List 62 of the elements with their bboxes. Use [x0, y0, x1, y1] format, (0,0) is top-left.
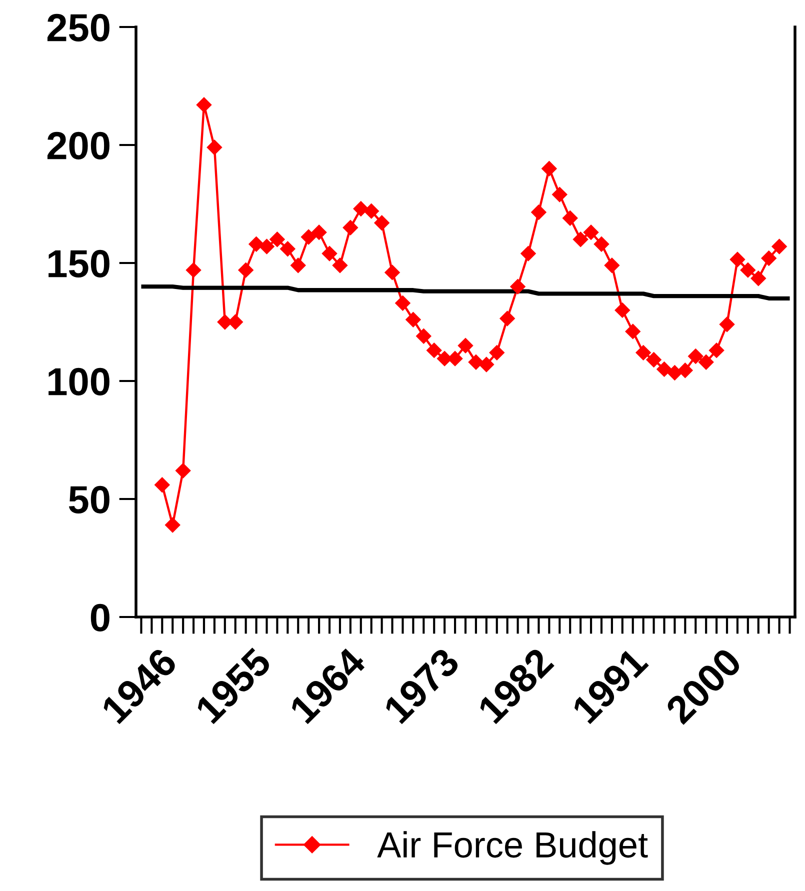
- point: [520, 246, 536, 262]
- point: [405, 312, 422, 328]
- point: [196, 97, 212, 113]
- point: [342, 220, 358, 236]
- point: [384, 264, 400, 280]
- point: [541, 160, 558, 176]
- legend-label: Air Force Budget: [377, 831, 648, 865]
- point: [248, 236, 264, 252]
- point: [740, 262, 756, 278]
- y-tick-label: 200: [47, 132, 110, 160]
- point: [322, 246, 338, 262]
- point: [646, 352, 662, 368]
- point: [164, 517, 180, 533]
- point: [499, 310, 516, 326]
- point: [688, 348, 704, 364]
- point: [175, 462, 191, 479]
- point: [206, 140, 222, 156]
- point: [656, 361, 672, 378]
- point: [635, 344, 652, 361]
- point: [353, 200, 369, 217]
- point: [258, 238, 275, 254]
- point: [614, 302, 630, 318]
- y-tick-label: 100: [48, 368, 110, 396]
- point: [677, 362, 694, 378]
- point: [552, 186, 568, 202]
- point: [562, 210, 578, 226]
- point: [771, 238, 788, 254]
- point: [394, 295, 411, 311]
- point: [154, 476, 170, 493]
- point: [332, 258, 348, 274]
- point: [186, 262, 202, 278]
- point: [426, 342, 442, 358]
- point: [604, 258, 620, 274]
- point: [290, 258, 306, 274]
- point: [530, 204, 547, 220]
- point: [625, 324, 641, 340]
- y-tick-label: 50: [68, 486, 110, 514]
- point: [269, 232, 286, 248]
- y-tick-label: 0: [90, 604, 110, 632]
- y-tick-label: 150: [48, 250, 110, 278]
- point: [374, 215, 390, 231]
- point: [719, 316, 735, 332]
- point: [489, 344, 505, 361]
- point: [572, 232, 588, 248]
- point: [364, 203, 380, 219]
- point: [510, 278, 526, 294]
- point: [708, 342, 724, 358]
- point: [583, 224, 599, 240]
- point: [698, 354, 714, 370]
- y-tick-label: 250: [47, 14, 110, 42]
- point: [594, 236, 610, 252]
- point: [238, 262, 254, 278]
- point: [478, 356, 494, 372]
- point: [416, 328, 432, 344]
- point: [300, 229, 316, 245]
- point: [760, 250, 777, 266]
- point: [458, 338, 474, 354]
- point: [468, 354, 484, 370]
- point: [280, 240, 296, 257]
- point: [750, 270, 766, 286]
- point: [730, 252, 746, 268]
- point: [311, 224, 327, 240]
